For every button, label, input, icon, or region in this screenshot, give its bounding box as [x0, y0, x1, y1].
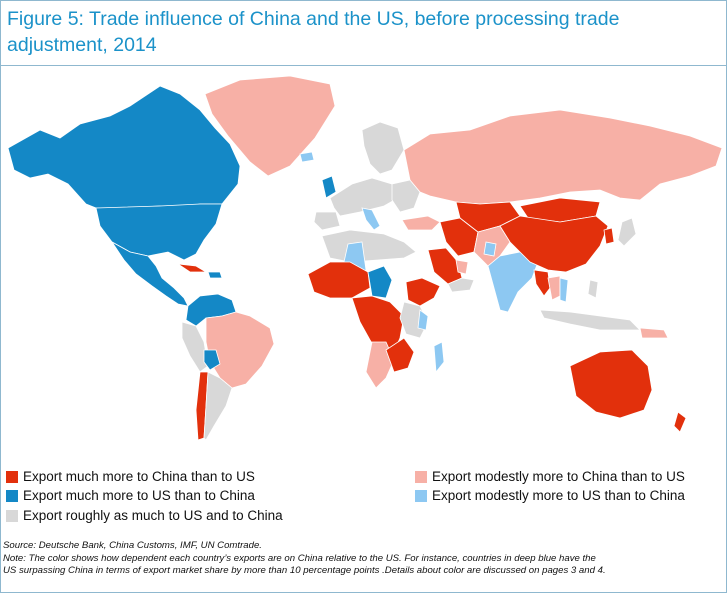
- region-kenya-coast: [417, 309, 429, 331]
- region-scandinavia: [361, 121, 405, 175]
- region-japan: [617, 217, 637, 247]
- region-korea: [603, 227, 615, 245]
- title-line-1: Figure 5: Trade influence of China and t…: [7, 8, 620, 30]
- region-cuba: [177, 263, 208, 273]
- region-uk-ireland: [321, 175, 337, 199]
- legend-swatch-light-blue: [415, 489, 427, 502]
- region-usa: [95, 203, 223, 261]
- legend-swatch-blue: [6, 489, 18, 502]
- region-chad-sudan: [367, 265, 393, 299]
- legend-swatch-pink: [415, 470, 427, 483]
- legend-swatch-red: [6, 470, 18, 483]
- region-new-zealand: [673, 411, 687, 433]
- region-canada-alaska: [7, 85, 241, 209]
- figure-title: Figure 5: Trade influence of China and t…: [7, 6, 707, 58]
- source-line: Source: Deutsche Bank, China Customs, IM…: [3, 540, 262, 551]
- legend-swatch-grey: [6, 509, 18, 522]
- region-thailand-laos: [547, 275, 561, 301]
- region-argentina: [203, 371, 233, 441]
- legend-label: Export much more to US than to China: [23, 488, 255, 503]
- region-iceland: [299, 151, 315, 163]
- region-myanmar: [533, 269, 551, 297]
- region-australia: [569, 349, 653, 419]
- note-line-1: Note: The color shows how dependent each…: [3, 552, 596, 564]
- figure-notes: Source: Deutsche Bank, China Customs, IM…: [3, 540, 723, 578]
- region-southern-africa-b: [385, 337, 415, 373]
- title-divider: [0, 65, 727, 66]
- region-yemen-oman: [447, 277, 475, 293]
- region-italy: [361, 207, 381, 231]
- region-bolivia: [203, 349, 221, 371]
- region-madagascar: [433, 341, 445, 374]
- legend-us-modest: Export modestly more to US than to China: [415, 488, 685, 503]
- region-china: [499, 215, 609, 273]
- title-line-2: adjustment, 2014: [7, 34, 157, 56]
- legend-us-much: Export much more to US than to China: [6, 488, 255, 503]
- legend-label: Export roughly as much to US and to Chin…: [23, 508, 283, 523]
- region-caribbean: [207, 271, 223, 279]
- region-horn-of-africa: [405, 277, 441, 307]
- region-papua: [639, 327, 669, 339]
- region-west-africa: [307, 261, 371, 299]
- legend-label: Export modestly more to China than to US: [432, 469, 685, 484]
- region-india: [487, 251, 539, 313]
- world-map: [7, 75, 723, 441]
- region-vietnam: [559, 277, 569, 303]
- region-greenland: [204, 75, 336, 177]
- legend-roughly-equal: Export roughly as much to US and to Chin…: [6, 508, 283, 523]
- note-line-2: US surpassing China in terms of export m…: [3, 565, 606, 577]
- region-pakistan-west: [483, 241, 497, 257]
- region-iberia: [313, 211, 341, 231]
- region-gulf: [455, 259, 469, 275]
- region-turkey: [401, 215, 441, 231]
- region-russia: [403, 109, 723, 205]
- region-ecuador-peru: [181, 321, 209, 373]
- region-north-africa: [321, 229, 417, 263]
- legend-label: Export much more to China than to US: [23, 469, 255, 484]
- region-mexico-central-america: [111, 241, 189, 307]
- region-indonesia: [539, 309, 641, 331]
- legend-china-modest: Export modestly more to China than to US: [415, 469, 685, 484]
- region-philippines: [587, 279, 599, 299]
- legend-china-much: Export much more to China than to US: [6, 469, 255, 484]
- region-western-europe: [329, 177, 399, 217]
- legend-label: Export modestly more to US than to China: [432, 488, 685, 503]
